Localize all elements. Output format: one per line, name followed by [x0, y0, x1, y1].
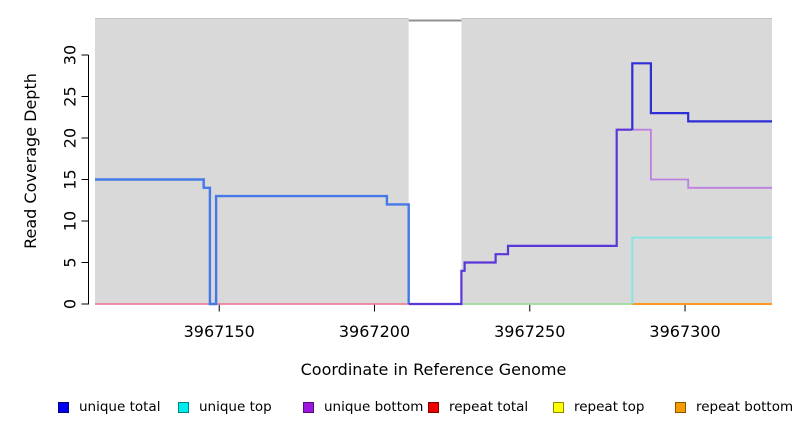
- legend-item-unique-top: unique top: [178, 399, 272, 415]
- legend-swatch-unique-total: [58, 401, 69, 413]
- legend: unique total unique top unique bottom repea…: [0, 399, 792, 415]
- y-axis-tick-label: 25: [61, 86, 80, 106]
- legend-label: unique total: [79, 399, 161, 415]
- legend-item-repeat-top: repeat top: [553, 399, 644, 415]
- legend-item-unique-total: unique total: [58, 399, 160, 415]
- y-axis-tick-label: 30: [61, 45, 80, 65]
- legend-item-repeat-bottom: repeat bottom: [675, 399, 792, 415]
- legend-swatch-repeat-total: [428, 401, 439, 413]
- y-axis-tick-label: 0: [61, 299, 80, 309]
- legend-label: repeat bottom: [696, 399, 792, 415]
- series-unique-bottom-right: [616, 128, 772, 189]
- legend-label: repeat top: [574, 399, 645, 415]
- series-unique-total-left: [95, 178, 410, 306]
- y-axis-title: Read Coverage Depth: [21, 73, 40, 249]
- legend-label: unique top: [199, 399, 272, 415]
- legend-item-repeat-total: repeat total: [428, 399, 528, 415]
- legend-swatch-repeat-top: [553, 401, 564, 413]
- y-axis-tick-label: 5: [61, 257, 80, 267]
- legend-swatch-unique-top: [178, 401, 189, 413]
- series-unique-top: [631, 236, 772, 304]
- x-axis-tick-label: 3967150: [184, 322, 255, 341]
- y-axis-tick-label: 10: [61, 211, 80, 231]
- legend-swatch-repeat-bottom: [675, 401, 686, 413]
- y-axis-tick-label: 20: [61, 128, 80, 148]
- legend-label: repeat total: [449, 399, 529, 415]
- y-axis-tick-label: 15: [61, 169, 80, 189]
- masked-region: [408, 18, 462, 304]
- plot-area: 0 5 10 15 20 25 30 3967150 3967200 3967250 3967300: [61, 18, 772, 341]
- x-axis-tick-label: 3967200: [339, 322, 410, 341]
- series-unique-total-bottom-overlap: [408, 128, 633, 306]
- x-axis-title: Coordinate in Reference Genome: [300, 360, 567, 379]
- legend-swatch-unique-bottom: [303, 401, 314, 413]
- legend-item-unique-bottom: unique bottom: [303, 399, 423, 415]
- x-axis-tick-label: 3967250: [494, 322, 565, 341]
- x-axis-tick-label: 3967300: [649, 322, 720, 341]
- legend-label: unique bottom: [324, 399, 424, 415]
- series-unique-total-right: [631, 62, 772, 130]
